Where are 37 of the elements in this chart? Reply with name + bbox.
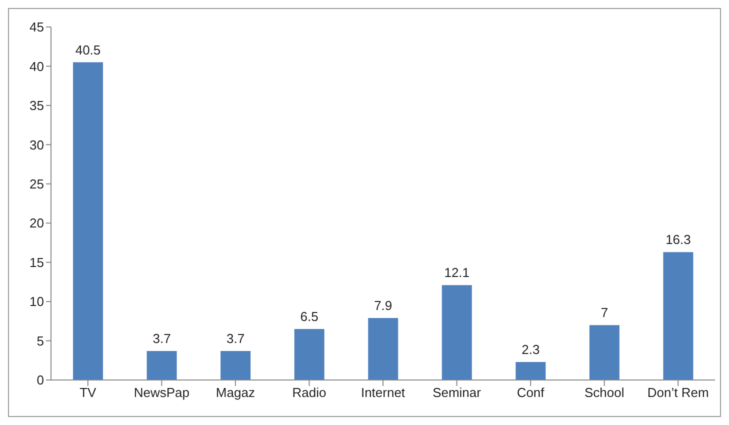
x-tick-label: TV bbox=[80, 385, 97, 400]
bar bbox=[516, 362, 546, 380]
bar bbox=[589, 325, 620, 380]
data-label: 7 bbox=[600, 305, 608, 320]
bar bbox=[663, 252, 694, 380]
y-tick-label: 30 bbox=[30, 137, 44, 152]
data-label: 3.7 bbox=[152, 330, 171, 346]
bar bbox=[220, 350, 251, 380]
data-label: 7.9 bbox=[374, 298, 392, 314]
x-tick-label: Seminar bbox=[432, 385, 482, 400]
y-tick-label: 0 bbox=[36, 372, 44, 388]
data-label: 16.3 bbox=[666, 232, 691, 248]
x-tick-label: Conf bbox=[516, 385, 545, 400]
y-tick-label: 35 bbox=[30, 98, 44, 114]
x-tick-label: Don’t Rem bbox=[647, 385, 709, 400]
data-label: 6.5 bbox=[300, 309, 318, 324]
x-tick-label: Internet bbox=[360, 385, 406, 400]
data-label: 12.1 bbox=[444, 265, 470, 280]
y-tick-label: 40 bbox=[30, 58, 44, 74]
y-tick-label: 15 bbox=[30, 254, 44, 270]
bar bbox=[442, 285, 472, 380]
x-tick-label: NewsPap bbox=[134, 385, 190, 400]
y-tick-label: 45 bbox=[30, 20, 44, 35]
bar bbox=[294, 329, 324, 380]
x-tick-label: School bbox=[584, 385, 624, 400]
y-tick-label: 25 bbox=[30, 176, 44, 192]
y-tick-label: 10 bbox=[30, 294, 44, 310]
data-label: 3.7 bbox=[226, 330, 245, 346]
y-tick-label: 5 bbox=[36, 333, 44, 348]
y-tick-label: 20 bbox=[30, 216, 44, 231]
x-tick-label: Radio bbox=[292, 385, 326, 400]
bar bbox=[73, 62, 103, 380]
bar bbox=[368, 318, 398, 380]
data-label: 2.3 bbox=[522, 342, 540, 357]
bar bbox=[146, 350, 177, 380]
x-tick-label: Magaz bbox=[216, 385, 255, 400]
data-label: 40.5 bbox=[75, 42, 101, 58]
